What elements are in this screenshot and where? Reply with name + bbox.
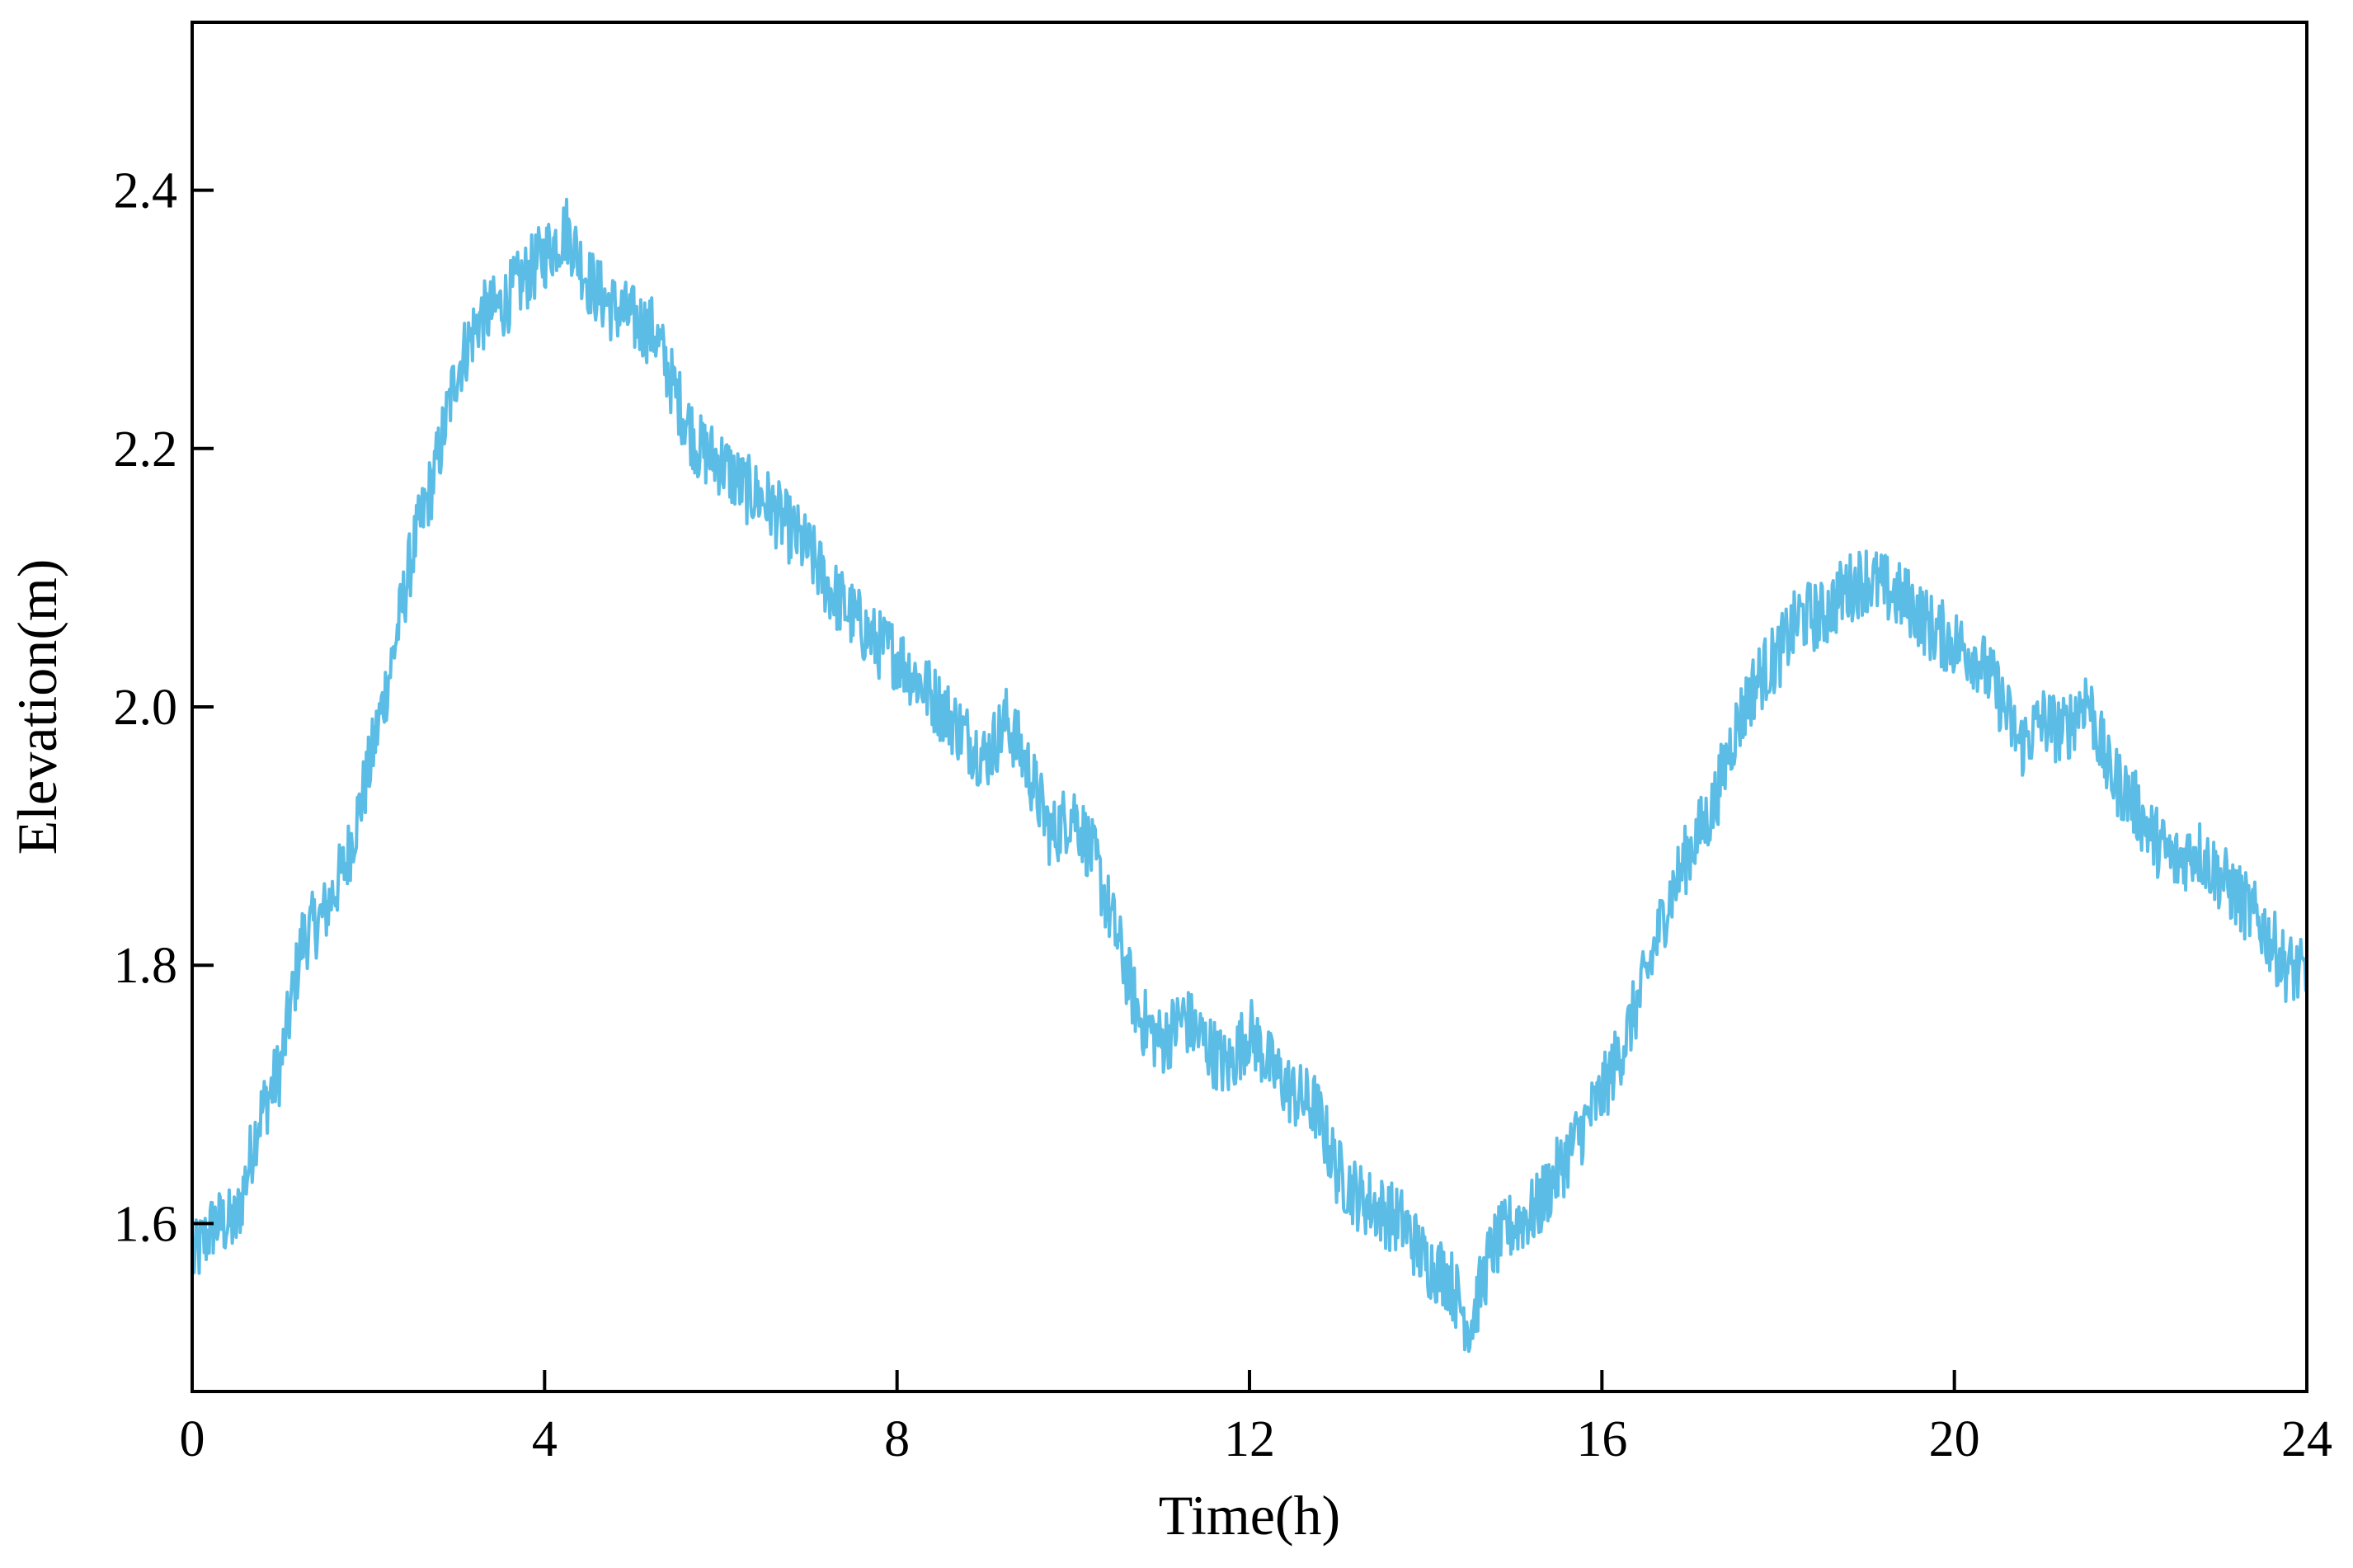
x-tick-label: 12 [1224,1411,1275,1467]
x-axis-label: Time(h) [1159,1484,1340,1547]
x-tick-label: 24 [2281,1411,2332,1467]
x-tick-label: 16 [1576,1411,1627,1467]
y-axis-ticks: 1.6 1.8 2.0 2.2 2.4 [114,163,214,1252]
x-tick-label: 8 [884,1411,910,1467]
y-tick-label: 1.6 [114,1196,178,1252]
plot-area [191,197,2308,1354]
series-line [191,197,2308,1354]
y-tick-label: 2.2 [114,421,178,478]
y-tick-label: 2.4 [114,163,178,219]
x-tick-label: 4 [532,1411,558,1467]
x-tick-label: 20 [1929,1411,1980,1467]
x-tick-label: 0 [180,1411,205,1467]
y-tick-label: 1.8 [114,938,178,994]
x-axis-ticks: 0 4 8 12 16 20 24 [180,1370,2332,1467]
y-tick-label: 2.0 [114,680,178,736]
y-axis-label: Elevation(m) [6,559,68,855]
